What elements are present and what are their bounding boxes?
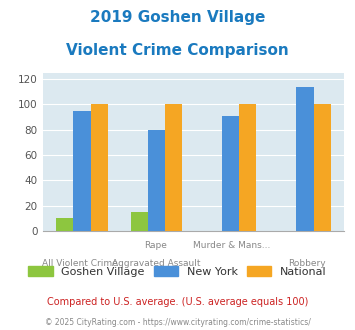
Text: Rape: Rape — [144, 241, 167, 250]
Text: Compared to U.S. average. (U.S. average equals 100): Compared to U.S. average. (U.S. average … — [47, 297, 308, 307]
Text: Violent Crime Comparison: Violent Crime Comparison — [66, 43, 289, 58]
Bar — [296, 86, 313, 231]
Bar — [73, 111, 91, 231]
Text: © 2025 CityRating.com - https://www.cityrating.com/crime-statistics/: © 2025 CityRating.com - https://www.city… — [45, 318, 310, 327]
Bar — [239, 104, 256, 231]
Text: 2019 Goshen Village: 2019 Goshen Village — [90, 10, 265, 25]
Text: All Violent Crime: All Violent Crime — [43, 259, 118, 268]
Bar — [148, 130, 165, 231]
Bar — [313, 104, 331, 231]
Bar — [91, 104, 108, 231]
Bar — [222, 116, 239, 231]
Bar — [131, 212, 148, 231]
Legend: Goshen Village, New York, National: Goshen Village, New York, National — [24, 261, 331, 281]
Bar — [56, 218, 73, 231]
Text: Murder & Mans...: Murder & Mans... — [192, 241, 270, 250]
Text: Aggravated Assault: Aggravated Assault — [111, 259, 200, 268]
Bar — [165, 104, 182, 231]
Text: Robbery: Robbery — [288, 259, 326, 268]
